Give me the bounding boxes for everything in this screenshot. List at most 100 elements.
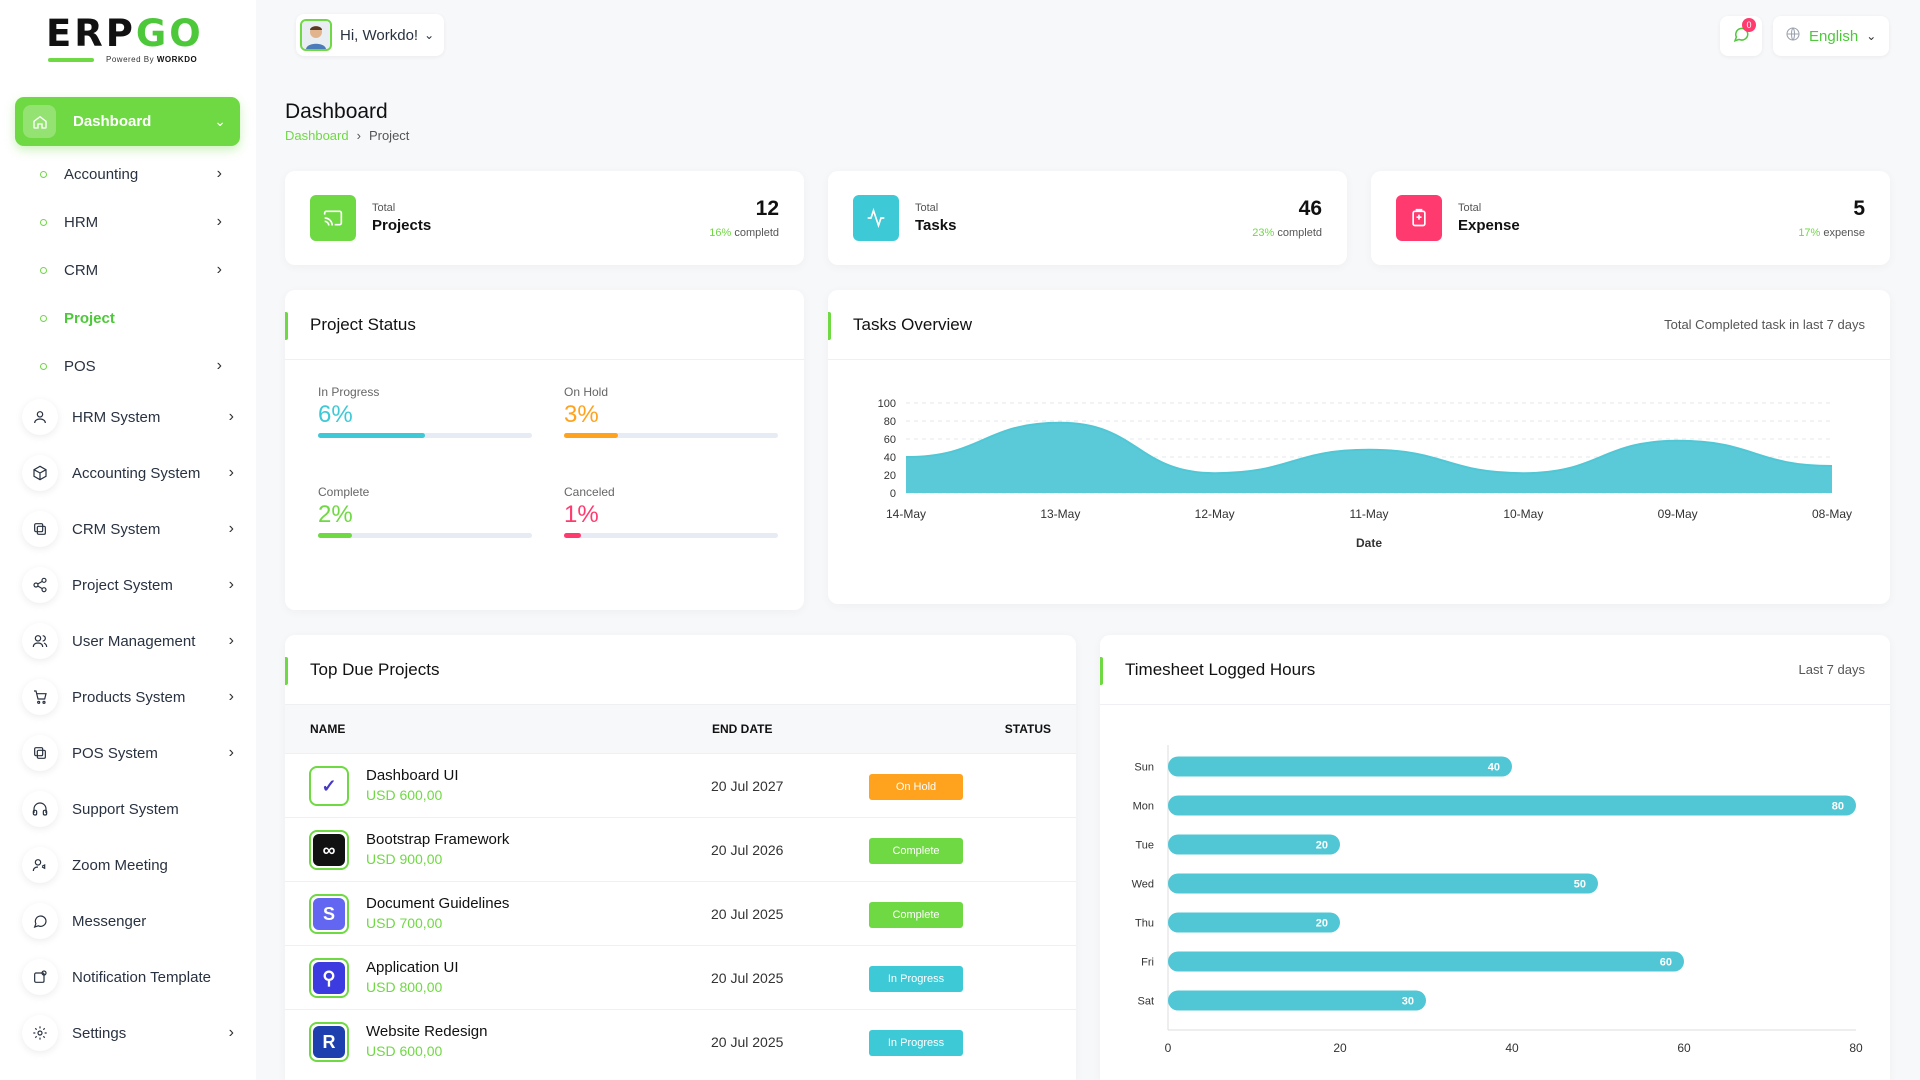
chevron-down-icon: ⌄ (214, 113, 226, 129)
status-badge: Complete (869, 902, 963, 928)
sidebar-item-crm-system[interactable]: CRM System › (22, 509, 234, 549)
chevron-right-icon: › (356, 128, 361, 143)
x-tick-label: 09-May (1658, 507, 1698, 521)
sidebar-item-zoom-meeting[interactable]: Zoom Meeting (22, 845, 234, 885)
stat-small-label: Total (372, 202, 396, 214)
progress-fill (564, 433, 618, 438)
sidebar-item-settings[interactable]: Settings › (22, 1013, 234, 1053)
stat-value: 46 (1298, 197, 1322, 220)
project-name[interactable]: Website Redesign (366, 1023, 488, 1040)
table-row[interactable]: ✓ Dashboard UI USD 600,00 20 Jul 2027 On Hol… (285, 753, 1076, 817)
y-tick-label: Thu (1135, 918, 1154, 930)
chat-icon (22, 903, 58, 939)
stat-label: Projects (372, 217, 432, 234)
sidebar-item-messenger[interactable]: Messenger (22, 901, 234, 941)
sidebar-item-label: Settings (72, 1024, 127, 1042)
language-select[interactable]: English ⌄ (1773, 16, 1889, 56)
sidebar-item-label: Zoom Meeting (72, 856, 168, 874)
sidebar-subitem-label: Accounting (64, 165, 139, 183)
chevron-down-icon: ⌄ (424, 28, 435, 42)
chevron-right-icon: › (228, 464, 234, 481)
stat-label: Tasks (915, 217, 957, 234)
sidebar-item-notification-template[interactable]: Notification Template (22, 957, 234, 997)
column-header-name[interactable]: NAME (310, 722, 346, 736)
project-logo-icon: ⚲ (313, 962, 345, 994)
sidebar-subitem-project[interactable]: Project (40, 305, 230, 331)
project-name[interactable]: Application UI (366, 959, 459, 976)
project-end-date: 20 Jul 2026 (711, 842, 784, 858)
y-tick-label: 40 (884, 452, 896, 464)
status-badge: Complete (869, 838, 963, 864)
sidebar-item-support-system[interactable]: Support System (22, 789, 234, 829)
cart-icon (22, 679, 58, 715)
chevron-right-icon: › (228, 744, 234, 761)
card-title: Project Status (310, 314, 416, 334)
x-tick-label: 10-May (1503, 507, 1543, 521)
table-row[interactable]: ⚲ Application UI USD 800,00 20 Jul 2025 In P… (285, 945, 1076, 1009)
x-tick-label: 20 (1333, 1041, 1347, 1055)
progress-track (318, 433, 532, 438)
user-video-icon (22, 847, 58, 883)
notification-button[interactable]: 0 (1720, 16, 1762, 56)
table-row[interactable]: R Website Redesign USD 600,00 20 Jul 2025 In… (285, 1009, 1076, 1073)
card-title: Timesheet Logged Hours (1125, 659, 1316, 679)
avatar (300, 19, 332, 51)
sidebar-item-pos-system[interactable]: POS System › (22, 733, 234, 773)
sidebar-subitem-pos[interactable]: POS › (40, 353, 230, 379)
chevron-right-icon: › (228, 632, 234, 649)
bar-wed (1168, 873, 1598, 894)
area-series-fill (906, 422, 1832, 493)
project-price: USD 800,00 (366, 979, 443, 995)
logo[interactable]: ERPGO Powered By WORKDO (46, 14, 216, 70)
project-end-date: 20 Jul 2027 (711, 778, 784, 794)
x-tick-label: 60 (1677, 1041, 1691, 1055)
sidebar-item-hrm-system[interactable]: HRM System › (22, 397, 234, 437)
sidebar-item-dashboard[interactable]: Dashboard ⌄ (15, 97, 240, 146)
project-logo-icon: S (313, 898, 345, 930)
status-badge: On Hold (869, 774, 963, 800)
sidebar-subitem-hrm[interactable]: HRM › (40, 209, 230, 235)
table-row[interactable]: S Document Guidelines USD 700,00 20 Jul 202… (285, 881, 1076, 945)
stat-value: 12 (755, 197, 779, 220)
stat-card-expense: Total Expense 5 17% expense (1371, 171, 1890, 265)
project-name[interactable]: Document Guidelines (366, 895, 510, 912)
sidebar-item-project-system[interactable]: Project System › (22, 565, 234, 605)
status-value: 6% (318, 401, 353, 428)
y-tick-label: 100 (878, 398, 896, 410)
area-series-line (905, 421, 1833, 475)
x-tick-label: 0 (1165, 1041, 1172, 1055)
sidebar-item-user-management[interactable]: User Management › (22, 621, 234, 661)
sidebar-item-label: CRM System (72, 520, 161, 538)
box-icon (22, 455, 58, 491)
user-menu-button[interactable]: Hi, Workdo! ⌄ (296, 14, 444, 56)
sidebar-subitem-accounting[interactable]: Accounting › (40, 161, 230, 187)
bullet-dot-icon (40, 362, 47, 370)
project-name[interactable]: Dashboard UI (366, 767, 459, 784)
status-label: On Hold (564, 385, 609, 399)
bar-mon (1168, 795, 1856, 816)
x-tick-label: 08-May (1812, 507, 1852, 521)
status-value: 1% (564, 501, 599, 528)
project-name[interactable]: Bootstrap Framework (366, 831, 510, 848)
column-header-end-date[interactable]: END DATE (712, 722, 773, 736)
chevron-right-icon: › (228, 520, 234, 537)
sidebar-item-accounting-system[interactable]: Accounting System › (22, 453, 234, 493)
table-row[interactable]: ∞ Bootstrap Framework USD 900,00 20 Jul 202… (285, 817, 1076, 881)
breadcrumb-link-dashboard[interactable]: Dashboard (285, 128, 349, 143)
clipboard-icon (1396, 195, 1442, 241)
sidebar-item-products-system[interactable]: Products System › (22, 677, 234, 717)
y-tick-label: Sun (1134, 762, 1154, 774)
bar-fri (1168, 951, 1684, 972)
project-end-date: 20 Jul 2025 (711, 1034, 784, 1050)
page-title: Dashboard (285, 100, 388, 123)
stat-value: 5 (1853, 197, 1865, 220)
sidebar-subitem-crm[interactable]: CRM › (40, 257, 230, 283)
tasks-area-chart: 0 20 40 60 80 100 14-May 13-May 12-May 11-May 10-M… (878, 398, 1852, 550)
column-header-status[interactable]: STATUS (1004, 722, 1051, 736)
project-price: USD 600,00 (366, 1043, 443, 1059)
progress-fill (318, 533, 353, 538)
card-header: Timesheet Logged Hours Last 7 days (1100, 635, 1890, 705)
x-tick-label: 14-May (886, 507, 926, 521)
greeting-text: Hi, Workdo! (340, 26, 419, 44)
card-note: Total Completed task in last 7 days (1664, 317, 1865, 332)
